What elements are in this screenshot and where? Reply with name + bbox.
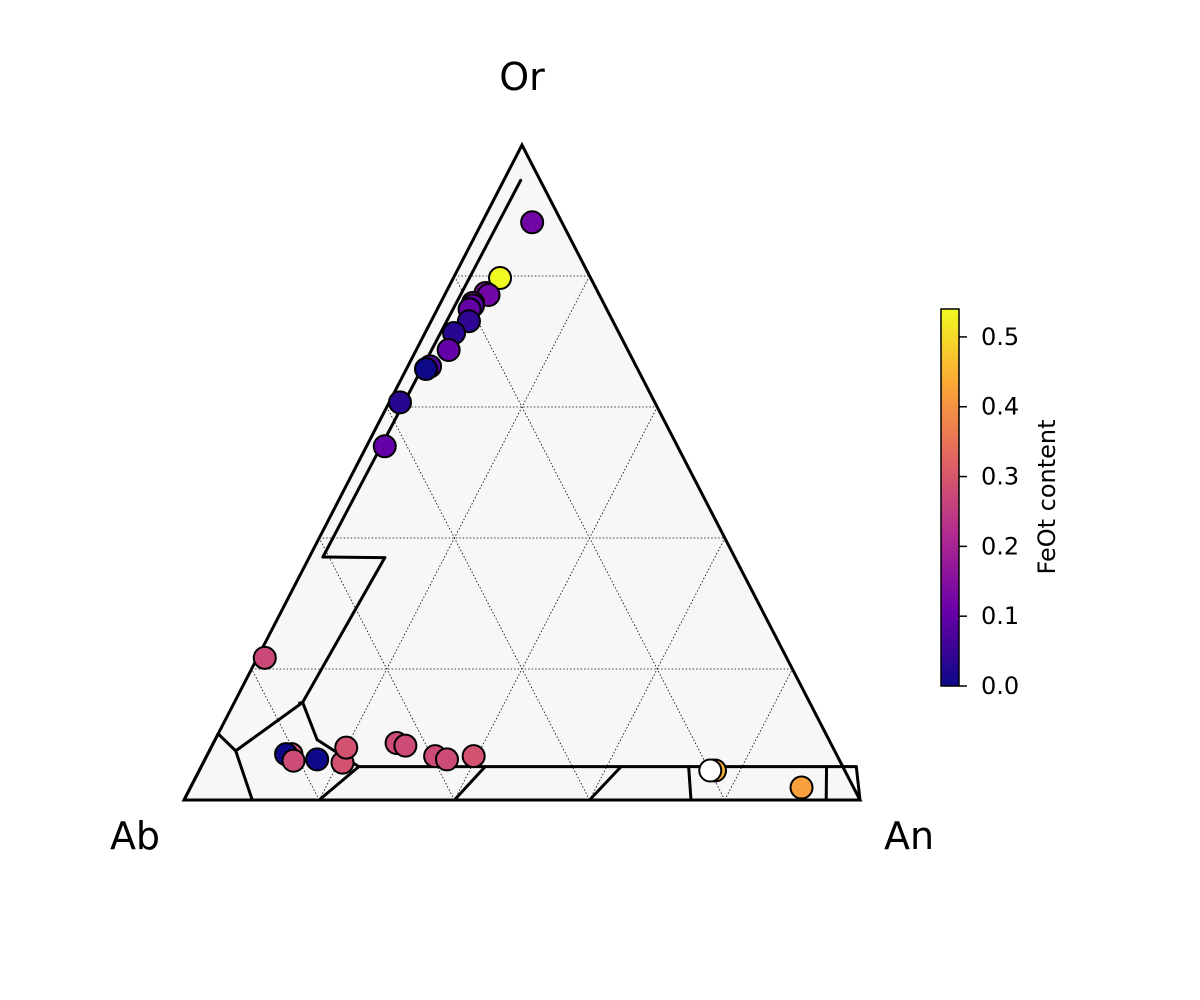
colorbar-ticks: 0.0 0.1 0.2 0.3 0.4 0.5 bbox=[959, 323, 1019, 700]
ternary-grid bbox=[251, 275, 793, 801]
field-boundary bbox=[301, 700, 319, 742]
colorbar-tick-label: 0.1 bbox=[981, 602, 1019, 630]
field-boundary bbox=[301, 556, 387, 704]
colorbar-tick-label: 0.5 bbox=[981, 323, 1019, 351]
field-boundary bbox=[687, 765, 693, 802]
grid-line-ab bbox=[386, 406, 590, 801]
field-boundary bbox=[452, 765, 487, 802]
grid-line-ab bbox=[251, 668, 320, 801]
data-point bbox=[252, 645, 277, 670]
data-point bbox=[387, 390, 412, 415]
colorbar-tick-label: 0.3 bbox=[981, 463, 1019, 491]
data-point bbox=[305, 747, 330, 772]
colorbar-tick-label: 0.2 bbox=[981, 532, 1019, 560]
grid-line-an bbox=[724, 668, 793, 801]
apex-label-or: Or bbox=[499, 55, 545, 99]
field-boundary bbox=[234, 749, 254, 802]
data-point bbox=[414, 357, 439, 382]
apex-label-ab: Ab bbox=[110, 814, 160, 858]
field-boundary bbox=[216, 732, 238, 753]
data-point bbox=[488, 265, 513, 290]
colorbar-tick-label: 0.4 bbox=[981, 393, 1019, 421]
field-boundary bbox=[321, 555, 387, 560]
data-point bbox=[520, 210, 545, 235]
data-point bbox=[281, 748, 306, 773]
ternary-background bbox=[184, 145, 860, 800]
apex-label-an: An bbox=[884, 814, 934, 858]
colorbar-gradient bbox=[940, 308, 960, 687]
colorbar-label: FeOt content bbox=[1033, 419, 1061, 574]
grid-line-an bbox=[589, 537, 726, 801]
colorbar-tick-label: 0.0 bbox=[981, 672, 1019, 700]
data-point bbox=[698, 758, 723, 783]
field-boundary bbox=[854, 765, 862, 802]
data-point bbox=[789, 775, 814, 800]
data-points bbox=[252, 210, 814, 800]
data-point bbox=[372, 434, 397, 459]
ternary-plot-area bbox=[181, 141, 863, 802]
data-point bbox=[393, 733, 418, 758]
ternary-frame bbox=[181, 141, 863, 802]
grid-line-an bbox=[454, 406, 658, 801]
data-point bbox=[436, 338, 461, 363]
colorbar: 0.0 0.1 0.2 0.3 0.4 0.5 FeOt content bbox=[940, 308, 1061, 700]
field-boundary bbox=[234, 700, 305, 753]
field-boundary bbox=[588, 765, 623, 802]
field-boundary bbox=[317, 765, 361, 802]
data-point bbox=[461, 744, 486, 769]
data-point bbox=[434, 747, 459, 772]
data-point bbox=[334, 735, 359, 760]
